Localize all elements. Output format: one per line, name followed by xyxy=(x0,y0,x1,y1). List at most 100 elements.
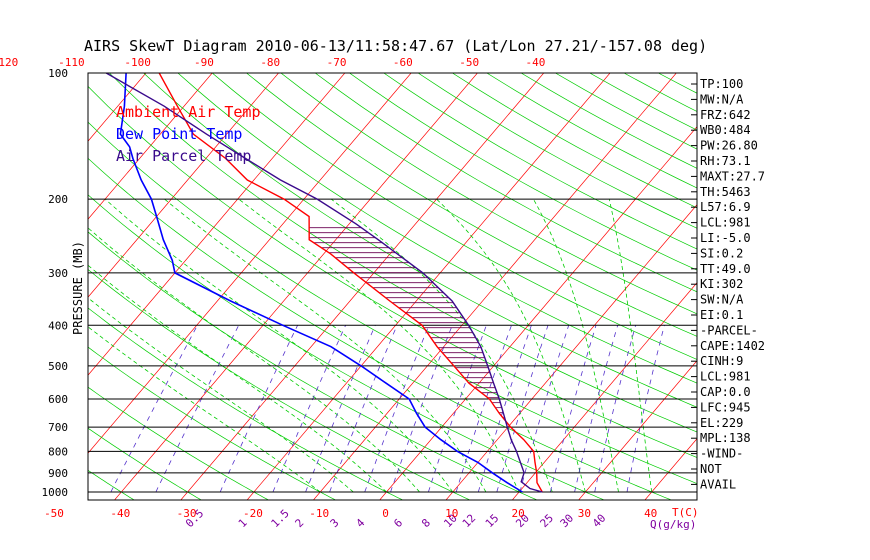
dry-adiabat xyxy=(314,73,697,293)
mixing-ratio-line xyxy=(390,325,453,493)
mixing-ratio-label: 15 xyxy=(483,512,502,531)
pressure-tick-label: 400 xyxy=(48,319,68,332)
bottom-temp-tick-label: -20 xyxy=(243,507,263,520)
series-line-ambient-air-temp xyxy=(158,73,543,493)
dry-adiabat xyxy=(88,85,697,458)
legend-entry: Air Parcel Temp xyxy=(116,147,251,165)
dry-adiabat xyxy=(211,73,697,360)
isotherm-line xyxy=(88,73,147,142)
dry-adiabat xyxy=(177,73,697,384)
pressure-tick-label: 800 xyxy=(48,445,68,458)
top-temp-tick-label: -100 xyxy=(124,56,151,69)
legend-entry: Ambient Air Temp xyxy=(116,103,261,121)
isotherm-line xyxy=(511,282,697,500)
index-label: -PARCEL- xyxy=(700,323,758,337)
moist-adiabat xyxy=(104,198,454,493)
bottom-temp-tick-label: 40 xyxy=(644,507,657,520)
dry-adiabat xyxy=(108,73,697,433)
top-temp-tick-label: -80 xyxy=(260,56,280,69)
series-line-air-parcel-temp xyxy=(105,73,543,493)
index-label: LCL:981 xyxy=(700,370,751,384)
index-label: L57:6.9 xyxy=(700,200,751,214)
dry-adiabat xyxy=(88,194,605,500)
dry-adiabat xyxy=(348,73,697,271)
top-temp-tick-label: -120 xyxy=(0,56,18,69)
index-label: EI:0.1 xyxy=(700,308,743,322)
top-temp-tick-label: -50 xyxy=(459,56,479,69)
mixing-ratio-line xyxy=(594,325,636,493)
series-line-dew-point-temp xyxy=(119,73,523,493)
dry-adiabat xyxy=(520,73,697,169)
mixing-ratio-line xyxy=(272,325,346,493)
dry-adiabat xyxy=(88,469,135,500)
moist-adiabat xyxy=(164,198,487,493)
top-temp-tick-label: -40 xyxy=(526,56,546,69)
index-label: TH:5463 xyxy=(700,185,751,199)
index-label: CAPE:1402 xyxy=(700,339,765,353)
isotherm-line xyxy=(114,73,478,500)
dry-adiabat xyxy=(88,386,270,500)
pressure-tick-label: 300 xyxy=(48,267,68,280)
bottom-temp-tick-label: -10 xyxy=(309,507,329,520)
isotherm-line xyxy=(88,73,346,376)
mixing-ratio-label: 6 xyxy=(391,516,405,530)
dry-adiabat xyxy=(245,73,697,337)
index-label: MAXT:27.7 xyxy=(700,169,765,183)
isotherm-line xyxy=(88,73,280,298)
index-label: TP:100 xyxy=(700,77,743,91)
mixing-ratio-line xyxy=(155,325,240,493)
index-label: TT:49.0 xyxy=(700,262,751,276)
isotherm-line xyxy=(0,54,30,501)
pressure-tick-label: 500 xyxy=(48,360,68,373)
dry-adiabat xyxy=(143,73,697,408)
mixing-ratio-label: 25 xyxy=(538,512,557,531)
isotherm-line xyxy=(445,204,697,500)
dry-adiabat xyxy=(383,73,697,250)
index-label: -WIND- xyxy=(700,447,743,461)
dry-adiabat xyxy=(88,346,337,500)
index-label: CAP:0.0 xyxy=(700,385,751,399)
sounding-profiles xyxy=(105,73,543,493)
dry-adiabat xyxy=(88,269,471,500)
index-label: RH:73.1 xyxy=(700,154,751,168)
bottom-temp-tick-label: -40 xyxy=(110,507,130,520)
isotherm-line xyxy=(379,126,697,500)
dry-adiabat xyxy=(486,73,697,189)
moist-adiabat xyxy=(533,198,619,493)
isotherm-line xyxy=(88,73,412,454)
bottom-temp-tick-label: -50 xyxy=(44,507,64,520)
y-axis-label: PRESSURE (MB) xyxy=(71,241,85,335)
isotherm-line xyxy=(246,73,611,500)
isotherm-line xyxy=(88,73,213,220)
dry-adiabat xyxy=(417,73,697,229)
bottom-temp-tick-label: 30 xyxy=(578,507,591,520)
top-temp-tick-label: -60 xyxy=(393,56,413,69)
isotherm-line xyxy=(312,73,677,500)
axis-labels: 0.5 1 1.5 2 3 4 6 8 10 12 15 20 25 30 4010020030040050… xyxy=(0,56,699,531)
dry-adiabat xyxy=(88,157,673,500)
mixing-ratio-label: 12 xyxy=(460,512,479,531)
legend-entry: Dew Point Temp xyxy=(116,125,242,143)
chart-title: AIRS SkewT Diagram 2010-06-13/11:58:47.6… xyxy=(84,37,707,55)
pressure-tick-label: 200 xyxy=(48,193,68,206)
isotherm-line xyxy=(777,54,870,501)
grid-layer xyxy=(0,54,870,501)
index-label: KI:302 xyxy=(700,277,743,291)
cape-hatch xyxy=(309,227,505,419)
pressure-tick-label: 100 xyxy=(48,67,68,80)
mixing-ratio-label: 2 xyxy=(293,516,307,530)
index-label: WB0:484 xyxy=(700,123,751,137)
pressure-tick-label: 1000 xyxy=(42,486,69,499)
temp-unit-label: T(C) xyxy=(672,506,699,519)
mixing-ratio-line xyxy=(574,325,619,493)
pressure-tick-label: 600 xyxy=(48,393,68,406)
index-label: MPL:138 xyxy=(700,431,751,445)
dry-adiabat xyxy=(88,121,697,485)
dry-adiabat xyxy=(88,307,404,500)
top-temp-tick-label: -90 xyxy=(194,56,214,69)
bottom-temp-tick-label: 10 xyxy=(445,507,458,520)
mixing-ratio-label: 1.5 xyxy=(269,507,292,530)
mixing-ratio-label: 3 xyxy=(328,516,342,530)
pressure-tick-label: 700 xyxy=(48,421,68,434)
